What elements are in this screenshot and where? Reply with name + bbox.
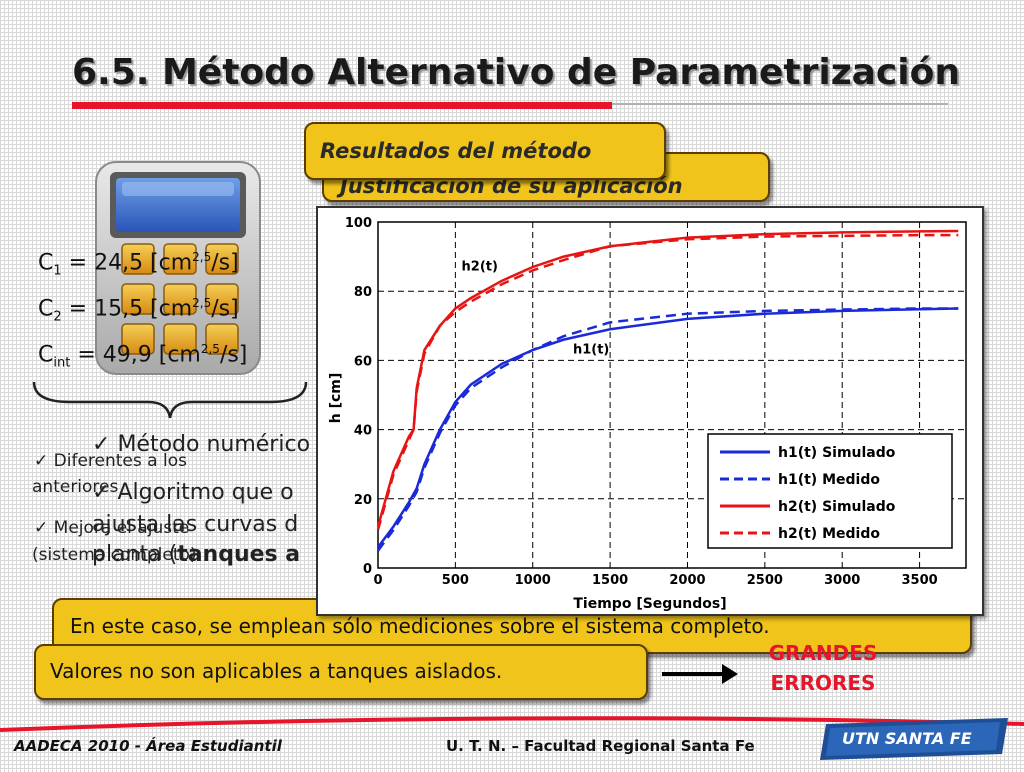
- y-tick-label: 40: [354, 424, 372, 439]
- coefficient-c2: C2 = 15,5 [cm2,5/s]: [38, 296, 239, 325]
- measurements-note: En este caso, se emplean sólo mediciones…: [70, 614, 770, 638]
- bullet-large-2: ✓ Algoritmo que o: [92, 480, 294, 505]
- bullet-small-2-cont: (sistema completo).: [32, 545, 202, 565]
- y-tick-label: 60: [354, 354, 372, 369]
- legend-label-0: h1(t) Simulado: [778, 445, 896, 461]
- x-tick-label: 500: [442, 573, 469, 588]
- tab-resultados[interactable]: Resultados del método: [304, 122, 666, 180]
- legend-label-2: h2(t) Simulado: [778, 499, 896, 515]
- bullet-small-2: ✓ Mejora el ajuste: [34, 518, 190, 538]
- curly-brace: [30, 378, 310, 422]
- errors-label: GRANDES ERRORES: [768, 641, 878, 695]
- legend-label-3: h2(t) Medido: [778, 526, 880, 542]
- footer-left-text: AADECA 2010 - Área Estudiantil: [14, 737, 282, 755]
- annotation-label-0: h2(t): [462, 259, 498, 274]
- y-tick-label: 0: [363, 562, 372, 577]
- annotation-label-1: h1(t): [573, 342, 609, 357]
- chart-svg: 0 500 1000 1500 2000 2500 3000 3500 0 20 40 60 80 100…: [328, 216, 967, 612]
- footer-bar: [0, 716, 1024, 768]
- y-tick-label: 20: [354, 493, 372, 508]
- y-tick-label: 80: [354, 285, 372, 300]
- not-applicable-note: Valores no son aplicables a tanques aisl…: [50, 659, 503, 683]
- coefficient-c1: C1 = 24,5 [cm2,5/s]: [38, 250, 239, 279]
- x-tick-label: 3500: [901, 573, 937, 588]
- footer-right-text: U. T. N. – Facultad Regional Santa Fe: [446, 737, 755, 755]
- bullet-large-1: ✓ Método numérico: [92, 432, 311, 457]
- x-tick-label: 1000: [515, 573, 551, 588]
- utn-logo: UTN SANTA FE: [818, 718, 1014, 760]
- series-line-1: [376, 307, 959, 552]
- x-tick-label: 2500: [747, 573, 783, 588]
- title-underline-red: [72, 102, 612, 109]
- not-applicable-note-box: Valores no son aplicables a tanques aisl…: [34, 644, 648, 700]
- y-tick-label: 100: [345, 216, 372, 231]
- right-arrow-icon: [660, 662, 740, 686]
- coefficient-cint: Cint = 49,9 [cm2,5/s]: [38, 342, 248, 371]
- x-tick-label: 0: [373, 573, 382, 588]
- bullet-small-1: ✓ Diferentes a los: [34, 451, 187, 471]
- bullet-small-1-cont: anteriores: [32, 477, 119, 497]
- utn-logo-text: UTN SANTA FE: [842, 729, 972, 748]
- series-line-3: [376, 233, 959, 531]
- calculator-icon: [92, 158, 264, 378]
- series-line-0: [376, 307, 959, 548]
- slide-title: 6.5. Método Alternativo de Parametrizaci…: [72, 52, 960, 93]
- bullet-large-4: planta (tanques a: [92, 542, 301, 567]
- title-underline-gray: [612, 103, 948, 105]
- y-axis-label: h [cm]: [328, 373, 344, 424]
- x-tick-label: 1500: [592, 573, 628, 588]
- legend-label-1: h1(t) Medido: [778, 472, 880, 488]
- x-tick-label: 3000: [824, 573, 860, 588]
- bullet-large-3: ajusta las curvas d: [92, 512, 299, 537]
- x-axis-label: Tiempo [Segundos]: [573, 596, 726, 612]
- results-chart: 0 500 1000 1500 2000 2500 3000 3500 0 20 40 60 80 100…: [316, 206, 984, 616]
- x-tick-label: 2000: [669, 573, 705, 588]
